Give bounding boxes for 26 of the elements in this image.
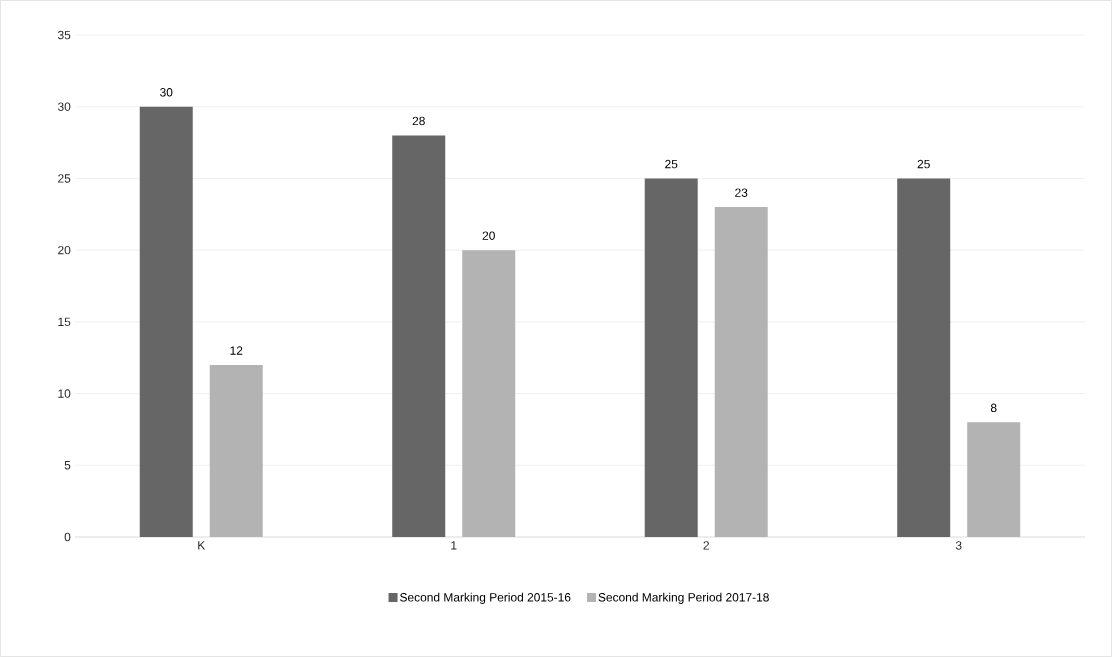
data-label: 12 xyxy=(230,346,243,355)
y-tick-label: 0 xyxy=(64,532,71,542)
x-tick-label: 3 xyxy=(955,541,962,550)
data-label: 20 xyxy=(482,231,495,240)
x-tick-label: K xyxy=(198,541,206,550)
data-label: 30 xyxy=(160,88,173,97)
bar xyxy=(644,178,698,537)
y-tick-label: 15 xyxy=(58,317,71,327)
bar xyxy=(897,178,951,537)
y-tick-label: 5 xyxy=(64,461,71,470)
data-label: 25 xyxy=(917,159,930,169)
data-label: 25 xyxy=(665,159,678,169)
data-label: 28 xyxy=(412,116,425,126)
y-tick-label: 35 xyxy=(57,30,71,40)
data-label: 23 xyxy=(735,188,748,197)
legend-label: Second Marking Period 2017-18 xyxy=(598,592,769,604)
y-tick-label: 20 xyxy=(58,245,71,255)
y-tick-label: 25 xyxy=(58,174,71,183)
y-tick-label: 10 xyxy=(58,389,71,398)
y-tick-label: 30 xyxy=(57,102,71,111)
x-tick-label: 1 xyxy=(451,541,457,550)
bar xyxy=(392,135,446,537)
x-tick-label: 2 xyxy=(703,541,709,550)
bar xyxy=(139,106,193,537)
legend-label: Second Marking Period 2015-16 xyxy=(400,592,571,604)
data-label: 8 xyxy=(990,403,997,413)
